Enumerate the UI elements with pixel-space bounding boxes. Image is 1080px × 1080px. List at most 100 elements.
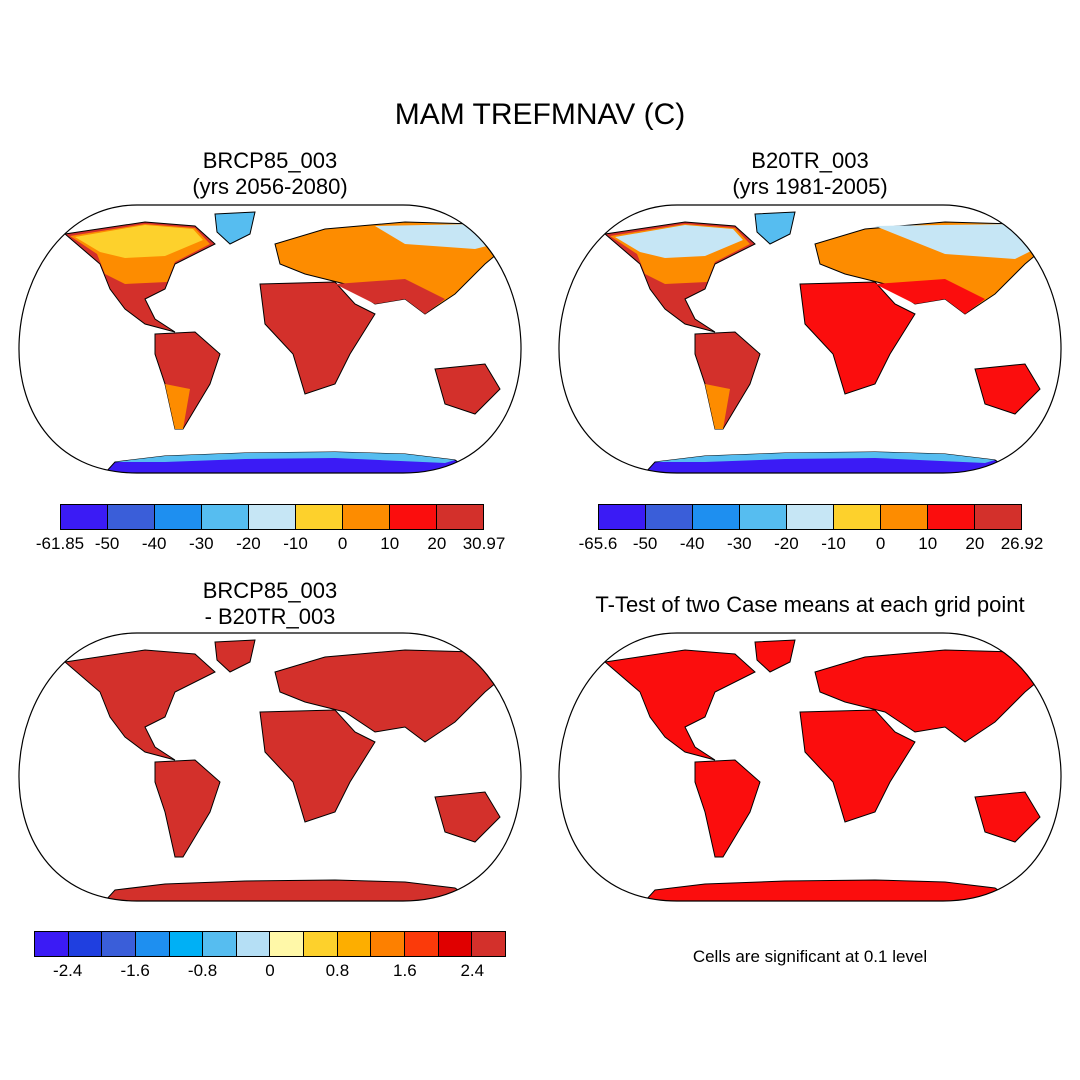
panel-title-line1: BRCP85_003: [202, 578, 338, 603]
colorbar-tick-label: -30: [189, 534, 214, 553]
antarctica-coast: [655, 452, 995, 463]
colorbar-top-left: -61.85 -50 -40 -30 -20 -10 0 10 20 30.97: [36, 504, 505, 556]
colorbar-tick-label: 26.92: [1000, 534, 1044, 553]
panel-title-top-right: B20TR_003 (yrs 1981-2005): [545, 148, 1075, 200]
colorbar-tick-label: -20: [236, 534, 261, 553]
colorbar-swatch: [296, 505, 343, 529]
figure-title: MAM TREFMNAV (C): [394, 98, 686, 131]
eurasia-north: [875, 224, 1055, 259]
colorbar-swatch: [169, 932, 204, 956]
antarctica-coast: [115, 452, 455, 463]
colorbar-swatch: [102, 932, 136, 956]
colorbar-tick-label: -1.6: [120, 961, 150, 980]
colorbar-tick-label: 0: [875, 534, 886, 553]
colorbar-swatch: [472, 932, 505, 956]
eurasia: [814, 649, 1056, 743]
colorbar-tick-label: -30: [727, 534, 752, 553]
colorbar-tick-label: 20: [965, 534, 985, 553]
map-border: [18, 204, 522, 474]
colorbar-tick-label: 10: [380, 534, 400, 553]
colorbar-swatch: [834, 505, 881, 529]
colorbar-swatch: [740, 505, 787, 529]
colorbar-swatches: [60, 504, 484, 530]
colorbar-swatch: [61, 505, 108, 529]
map-bottom-right: [558, 632, 1062, 902]
colorbar-tick-label: 2.4: [460, 961, 485, 980]
panel-title-line2: - B20TR_003: [204, 604, 336, 629]
colorbar-tick-label: -2.4: [53, 961, 83, 980]
greenland: [754, 211, 796, 245]
south-america-south: [705, 384, 730, 429]
greenland: [214, 639, 256, 673]
colorbar-swatch: [236, 932, 271, 956]
colorbar-swatch: [304, 932, 338, 956]
north-america-north: [615, 225, 743, 258]
map-border: [18, 632, 522, 902]
colorbar-tick-label: -20: [774, 534, 799, 553]
colorbar-swatch: [203, 932, 237, 956]
antarctica: [103, 879, 477, 901]
colorbar-swatch: [337, 932, 372, 956]
australia: [434, 363, 501, 415]
colorbar-tick-label: 0: [265, 961, 275, 980]
colorbar-swatch: [249, 505, 296, 529]
panel-title-line1: BRCP85_003: [202, 148, 338, 173]
colorbar-tick-label: -0.8: [187, 961, 218, 980]
eurasia-south: [875, 279, 985, 314]
colorbar-tick-label: 10: [918, 534, 938, 553]
north-america-north: [75, 225, 203, 258]
map-top-left: [18, 204, 522, 474]
colorbar-tick-label: 30.97: [462, 534, 506, 553]
africa: [799, 709, 916, 823]
colorbar-swatch: [202, 505, 249, 529]
colorbar-tick-label: 20: [427, 534, 447, 553]
australia: [974, 791, 1041, 843]
south-america-south: [165, 384, 190, 429]
map-top-right: [558, 204, 1062, 474]
colorbar-labels: -2.4 -1.6 -0.8 0 0.8 1.6 2.4: [34, 961, 506, 983]
colorbar-tick-label: 0.8: [325, 961, 350, 980]
colorbar-swatch: [155, 505, 202, 529]
africa: [799, 281, 916, 395]
map-border: [558, 632, 1062, 902]
significance-note: Cells are significant at 0.1 level: [692, 947, 928, 966]
colorbar-swatch: [68, 932, 103, 956]
colorbar-swatch: [108, 505, 155, 529]
colorbar-swatch: [371, 932, 406, 956]
australia: [974, 363, 1041, 415]
south-america: [694, 331, 761, 430]
colorbar-top-right: -65.6 -50 -40 -30 -20 -10 0 10 20 26.92: [579, 504, 1044, 556]
colorbar-swatch: [35, 932, 69, 956]
colorbar-swatches: [598, 504, 1022, 530]
colorbar-swatch: [693, 505, 740, 529]
antarctica: [643, 879, 1017, 901]
colorbar-swatch: [135, 932, 170, 956]
panel-title-line2: (yrs 2056-2080): [192, 174, 348, 199]
panel-title-line2: (yrs 1981-2005): [732, 174, 888, 199]
colorbar-swatch: [270, 932, 305, 956]
north-america: [603, 649, 756, 761]
colorbar-tick-label: -50: [94, 534, 120, 553]
colorbar-swatch: [599, 505, 646, 529]
panel-title-bottom-left: BRCP85_003 - B20TR_003: [5, 578, 535, 630]
map-border: [558, 204, 1062, 474]
panel-title-line1: B20TR_003: [751, 148, 869, 173]
colorbar-tick-label: 0: [337, 534, 348, 553]
south-america: [154, 759, 221, 858]
colorbar-swatch: [343, 505, 390, 529]
eurasia-south: [335, 279, 445, 314]
colorbar-swatch: [928, 505, 975, 529]
colorbar-tick-label: -61.85: [35, 534, 85, 553]
map-bottom-left: [18, 632, 522, 902]
greenland: [754, 639, 796, 673]
colorbar-swatch: [438, 932, 473, 956]
colorbar-tick-label: -40: [679, 534, 705, 553]
colorbar-tick-label: -40: [141, 534, 167, 553]
colorbar-swatches: [34, 931, 506, 957]
colorbar-labels: -65.6 -50 -40 -30 -20 -10 0 10 20 26.92: [579, 534, 1044, 556]
colorbar-swatch: [881, 505, 928, 529]
eurasia: [274, 649, 516, 743]
colorbar-tick-label: -10: [821, 534, 846, 553]
africa: [259, 281, 376, 395]
australia: [434, 791, 501, 843]
